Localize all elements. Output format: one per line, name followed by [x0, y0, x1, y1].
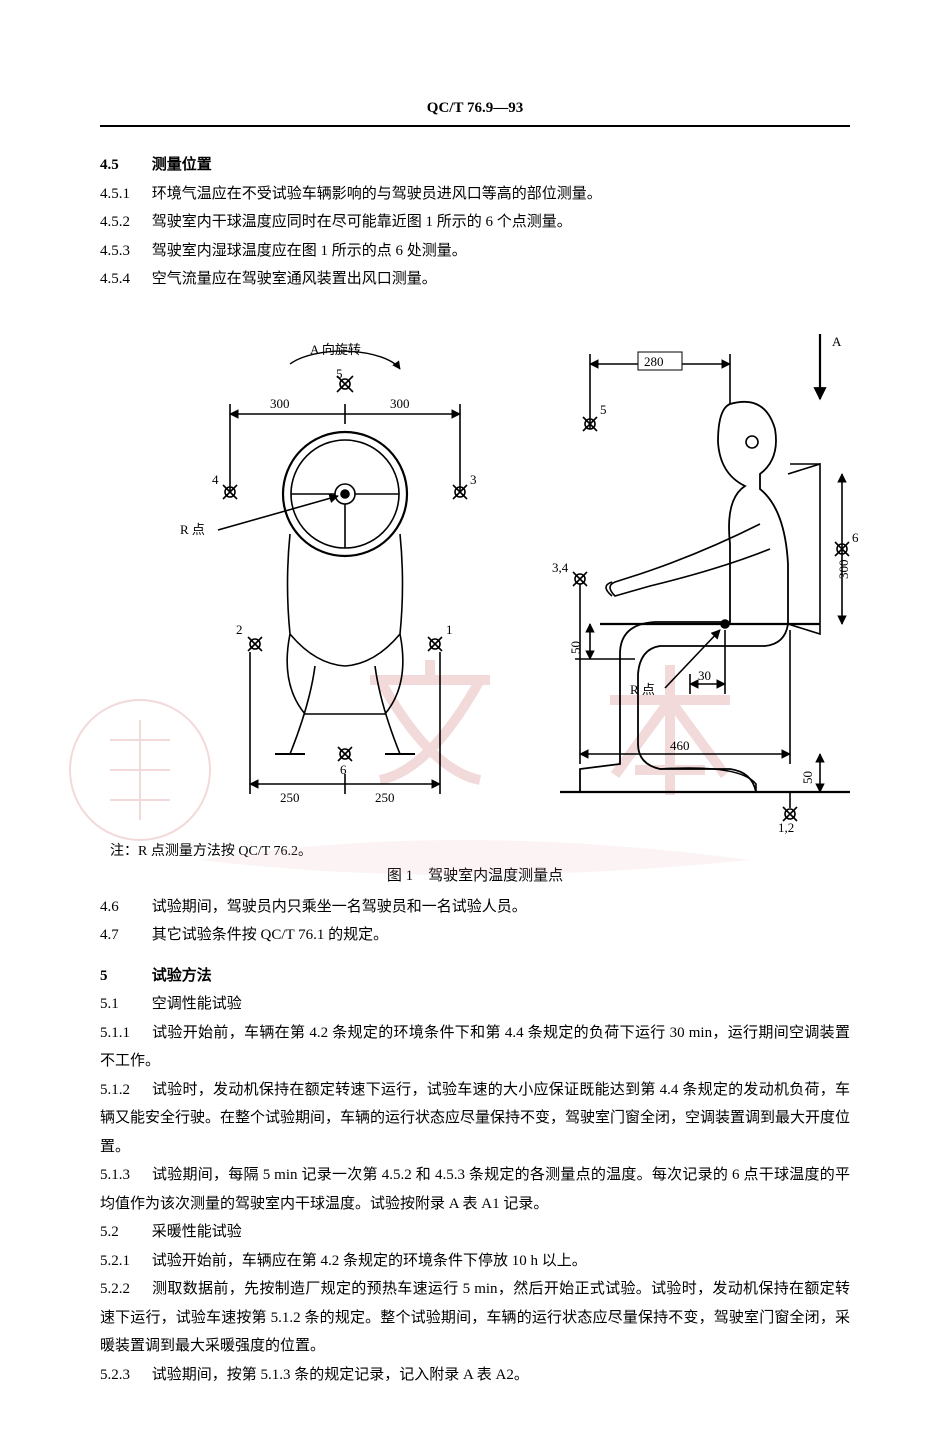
num-5-1-3: 5.1.3 — [100, 1161, 148, 1190]
num-4-5-3: 4.5.3 — [100, 237, 148, 266]
text-4-5-3: 驾驶室内湿球温度应在图 1 所示的点 6 处测量。 — [152, 243, 467, 259]
fig-right-p12: 1,2 — [778, 820, 794, 834]
text-5-2-2: 测取数据前，先按制造厂规定的预热车速运行 5 min，然后开始正式试验。试验时，… — [100, 1281, 850, 1354]
num-5-2-1: 5.2.1 — [100, 1247, 148, 1276]
fig-left-p4: 4 — [212, 472, 219, 487]
fig-left-dim-br: 250 — [375, 790, 395, 805]
fig-right-A: A — [832, 334, 842, 349]
section-5-1-3: 5.1.3 试验期间，每隔 5 min 记录一次第 4.5.2 和 4.5.3 … — [100, 1161, 850, 1218]
fig-right-dim-30: 30 — [698, 668, 711, 683]
num-5-1: 5.1 — [100, 990, 148, 1019]
text-5-1-1: 试验开始前，车辆在第 4.2 条规定的环境条件下和第 4.4 条规定的负荷下运行… — [100, 1025, 850, 1070]
num-5-2-2: 5.2.2 — [100, 1275, 148, 1304]
num-5-2: 5.2 — [100, 1218, 148, 1247]
section-5-2-3: 5.2.3 试验期间，按第 5.1.3 条的规定记录，记入附录 A 表 A2。 — [100, 1361, 850, 1390]
fig-left-dim-tl: 300 — [270, 396, 290, 411]
fig-right-dim-460: 460 — [670, 738, 690, 753]
title-5-1: 空调性能试验 — [152, 996, 242, 1012]
section-5-2-1: 5.2.1 试验开始前，车辆应在第 4.2 条规定的环境条件下停放 10 h 以… — [100, 1247, 850, 1276]
section-4-6: 4.6 试验期间，驾驶员内只乘坐一名驾驶员和一名试验人员。 — [100, 893, 850, 922]
num-4-6: 4.6 — [100, 893, 148, 922]
title-5: 试验方法 — [152, 968, 212, 984]
fig-right-dim-50r: 50 — [800, 771, 815, 784]
text-5-2-1: 试验开始前，车辆应在第 4.2 条规定的环境条件下停放 10 h 以上。 — [152, 1253, 587, 1269]
text-5-2-3: 试验期间，按第 5.1.3 条的规定记录，记入附录 A 表 A2。 — [152, 1367, 529, 1383]
text-4-5-4: 空气流量应在驾驶室通风装置出风口测量。 — [152, 271, 437, 287]
num-4-7: 4.7 — [100, 921, 148, 950]
text-4-6: 试验期间，驾驶员内只乘坐一名驾驶员和一名试验人员。 — [152, 899, 527, 915]
fig-left-rotation-label: A 向旋转 — [310, 342, 361, 357]
section-4-5-3: 4.5.3 驾驶室内湿球温度应在图 1 所示的点 6 处测量。 — [100, 237, 850, 266]
text-4-7: 其它试验条件按 QC/T 76.1 的规定。 — [152, 927, 388, 943]
title-4-5: 测量位置 — [152, 157, 212, 173]
fig-left-p6: 6 — [340, 762, 347, 777]
figure-note: 注：R 点测量方法按 QC/T 76.2。 — [110, 840, 850, 860]
section-4-5-4: 4.5.4 空气流量应在驾驶室通风装置出风口测量。 — [100, 265, 850, 294]
section-4-5: 4.5 测量位置 — [100, 151, 850, 180]
text-5-1-2: 试验时，发动机保持在额定转速下运行，试验车速的大小应保证既能达到第 4.4 条规… — [100, 1082, 850, 1155]
section-5: 5 试验方法 — [100, 962, 850, 991]
figure-1: A 向旋转 5 300 300 — [100, 314, 850, 834]
fig-left-p5: 5 — [336, 366, 343, 381]
num-4-5: 4.5 — [100, 151, 148, 180]
fig-left-p2: 2 — [236, 622, 243, 637]
section-5-1-1: 5.1.1 试验开始前，车辆在第 4.2 条规定的环境条件下和第 4.4 条规定… — [100, 1019, 850, 1076]
section-5-2: 5.2 采暖性能试验 — [100, 1218, 850, 1247]
page-header-standard-code: QC/T 76.9—93 — [100, 100, 850, 127]
fig-right-dim-300: 300 — [836, 559, 851, 579]
fig-left-dim-bl: 250 — [280, 790, 300, 805]
num-4-5-4: 4.5.4 — [100, 265, 148, 294]
fig-left-p1: 1 — [446, 622, 453, 637]
fig-right-p5: 5 — [600, 402, 607, 417]
fig-right-R: R 点 — [630, 682, 655, 697]
fig-right-p6: 6 — [852, 530, 859, 545]
title-5-2: 采暖性能试验 — [152, 1224, 242, 1240]
num-5: 5 — [100, 962, 148, 991]
fig-left-dim-tr: 300 — [390, 396, 410, 411]
figure-caption: 图 1 驾驶室内温度测量点 — [100, 864, 850, 885]
section-4-5-1: 4.5.1 环境气温应在不受试验车辆影响的与驾驶员进风口等高的部位测量。 — [100, 180, 850, 209]
section-5-1-2: 5.1.2 试验时，发动机保持在额定转速下运行，试验车速的大小应保证既能达到第 … — [100, 1076, 850, 1162]
fig-right-p34: 3,4 — [552, 560, 569, 575]
fig-left-p3: 3 — [470, 472, 477, 487]
section-5-2-2: 5.2.2 测取数据前，先按制造厂规定的预热车速运行 5 min，然后开始正式试… — [100, 1275, 850, 1361]
num-4-5-1: 4.5.1 — [100, 180, 148, 209]
section-4-5-2: 4.5.2 驾驶室内干球温度应同时在尽可能靠近图 1 所示的 6 个点测量。 — [100, 208, 850, 237]
section-5-1: 5.1 空调性能试验 — [100, 990, 850, 1019]
num-5-2-3: 5.2.3 — [100, 1361, 148, 1390]
text-4-5-1: 环境气温应在不受试验车辆影响的与驾驶员进风口等高的部位测量。 — [152, 186, 602, 202]
num-4-5-2: 4.5.2 — [100, 208, 148, 237]
text-5-1-3: 试验期间，每隔 5 min 记录一次第 4.5.2 和 4.5.3 条规定的各测… — [100, 1167, 850, 1212]
fig-right-dim-280: 280 — [644, 354, 664, 369]
page: QC/T 76.9—93 4.5 测量位置 4 — [0, 0, 950, 1449]
fig-left-R: R 点 — [180, 522, 205, 537]
text-4-5-2: 驾驶室内干球温度应同时在尽可能靠近图 1 所示的 6 个点测量。 — [152, 214, 572, 230]
num-5-1-2: 5.1.2 — [100, 1076, 148, 1105]
num-5-1-1: 5.1.1 — [100, 1019, 148, 1048]
section-4-7: 4.7 其它试验条件按 QC/T 76.1 的规定。 — [100, 921, 850, 950]
